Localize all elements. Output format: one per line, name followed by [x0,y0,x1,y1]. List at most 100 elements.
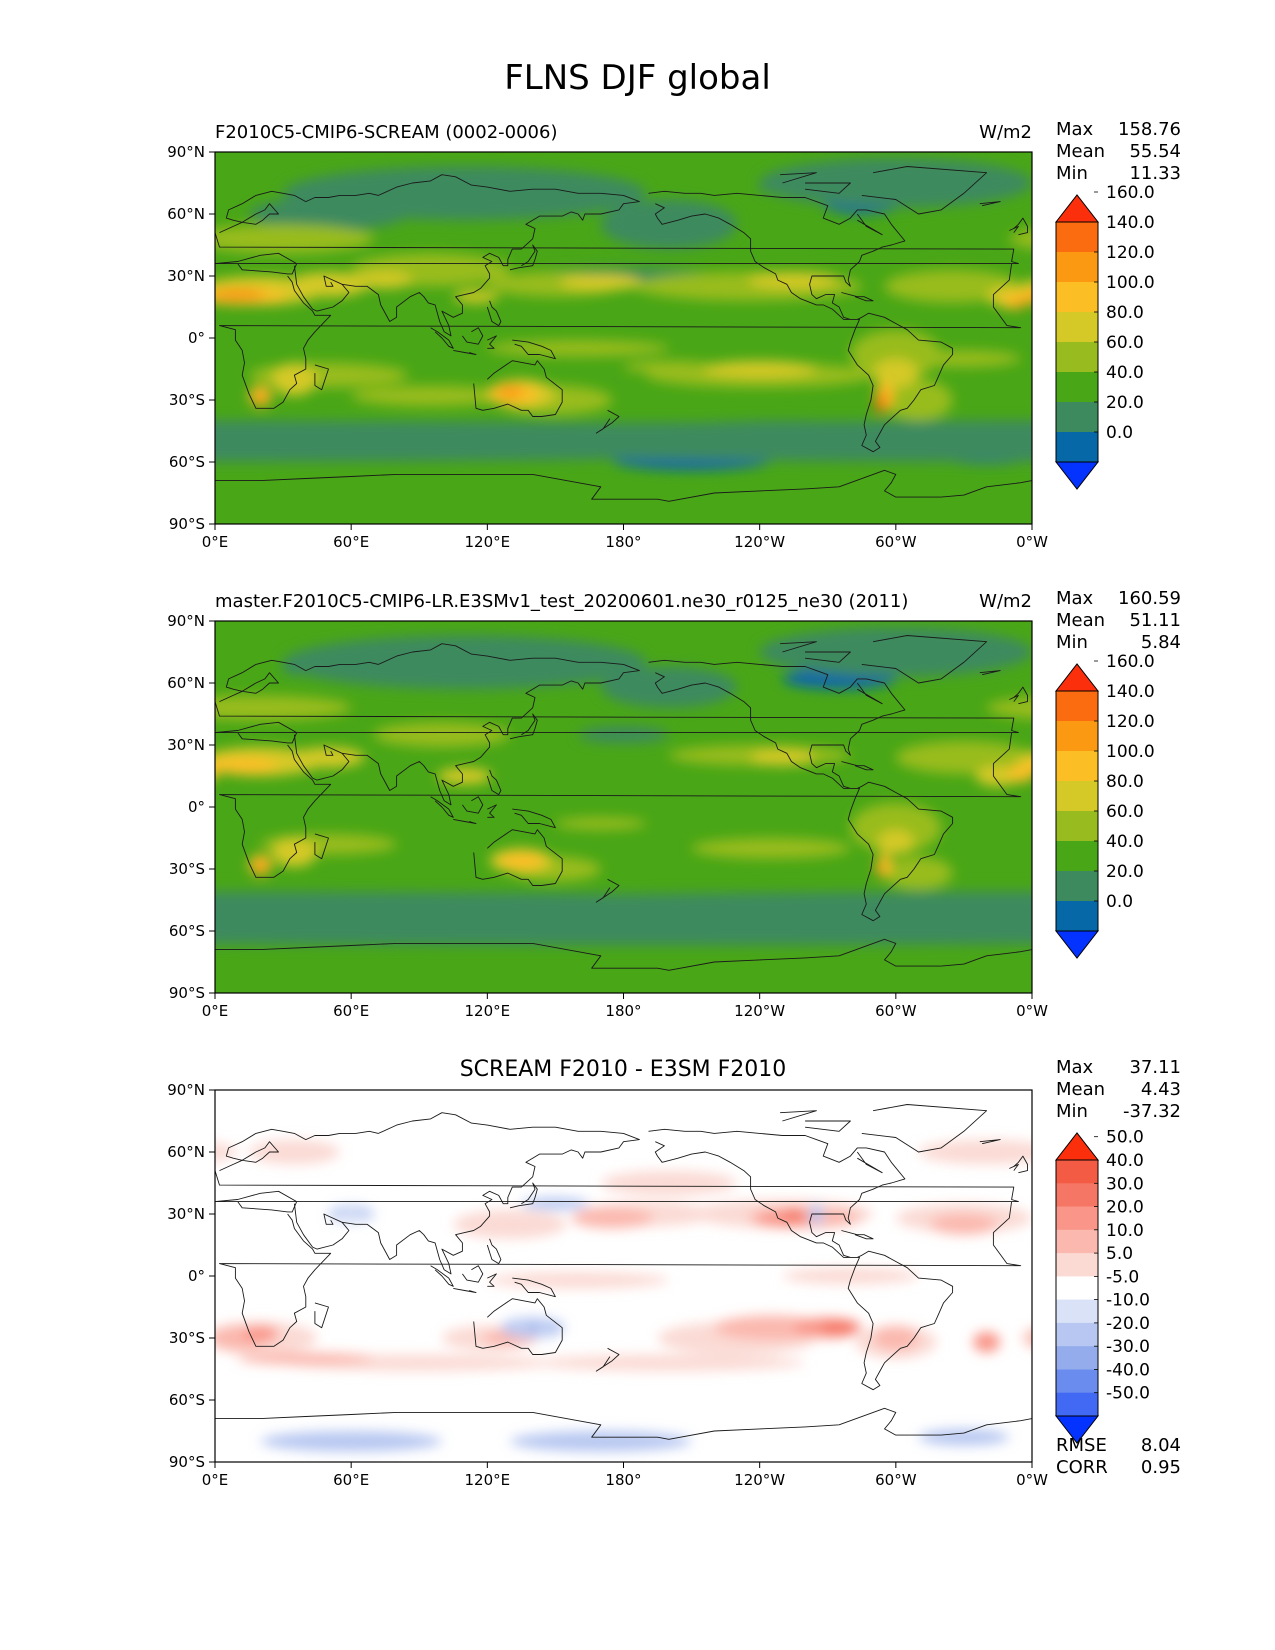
colorbar-segment [1056,1346,1098,1370]
lat-tick-label: 60°S [169,922,205,940]
colorbar-tick-label: 120.0 [1106,243,1155,263]
coastline [487,1273,497,1287]
lon-tick-label: 120°E [465,1002,511,1020]
field-contour-region [850,329,942,380]
colorbar-tick-label: 0.0 [1106,423,1133,443]
max-label: Max [1056,1057,1094,1078]
field-contour-region [750,749,815,766]
coastline [512,808,556,829]
max-label: Max [1056,119,1094,140]
colorbar-segment [1056,721,1098,752]
coastline [861,1104,988,1153]
coastline [861,635,988,684]
field-contour-region [600,1170,737,1196]
lat-tick-label: 0° [188,329,205,347]
field-contour-region [1020,1328,1032,1348]
field-contour-region [292,747,365,768]
panel-units-test: W/m2 [979,122,1032,143]
coastline [314,833,329,860]
colorbar-segment [1056,282,1098,313]
lon-tick-label: 60°W [875,1002,917,1020]
mean-value: 55.54 [1129,141,1181,162]
coastline [453,349,477,355]
corr-label: CORR [1056,1457,1108,1478]
coastline [856,682,883,705]
coastline [979,1139,1001,1145]
coastline [805,182,851,194]
field-contour-region [759,627,1032,677]
panel-title-test: F2010C5-CMIP6-SCREAM (0002-0006) [215,122,557,143]
field-contour-region [1027,1331,1032,1345]
field-contour-region [237,1352,374,1365]
lon-tick-label: 180° [605,1471,641,1489]
coastline [595,1347,620,1372]
min-label: Min [1056,1101,1088,1122]
colorbar-tick-label: 60.0 [1106,802,1144,822]
colorbar-tick-label: 140.0 [1106,213,1155,233]
field-contour-region [850,802,942,853]
figure-title: FLNS DJF global [504,58,771,98]
colorbar-tick-label: 80.0 [1106,303,1144,323]
panel-title-reference: master.F2010C5-CMIP6-LR.E3SMv1_test_2020… [215,591,908,612]
coastline [856,213,883,236]
field-contour-region [358,271,413,289]
field-contour-region [249,197,408,231]
colorbar-reference: 0.0 20.0 40.0 60.0 80.0 100.0 120.0 140.0 160.0 [1054,652,1155,959]
field-contour-region [271,362,318,396]
lon-tick-label: 180° [605,533,641,551]
lon-tick-label: 60°E [333,533,369,551]
lon-tick-label: 180° [605,1002,641,1020]
field-contour-region [782,1267,919,1285]
panel-units-reference: W/m2 [979,591,1032,612]
colorbar-segment [1056,751,1098,782]
colorbar-extend-max [1054,663,1100,692]
coastline [215,701,1019,744]
coastline [595,409,620,434]
field-contour-region [215,424,624,446]
colorbar-tick-label: 0.0 [1106,892,1133,912]
colorbar-segment [1056,1369,1098,1394]
lon-tick-label: 120°E [465,533,511,551]
max-label: Max [1056,588,1094,609]
rmse-label: RMSE [1056,1435,1107,1456]
coastline [453,1287,477,1293]
field-contour-region [1007,765,1032,783]
min-value: 5.84 [1141,632,1181,653]
map-panel-reference: master.F2010C5-CMIP6-LR.E3SMv1_test_2020… [167,591,1048,1020]
side-panel-test: Max 158.76 Mean 55.54 Min 11.33 0.0 20.0 4… [1054,119,1181,490]
coastline [648,1128,954,1391]
coastline [430,327,454,349]
coastline [1009,694,1019,702]
lat-tick-label: 30°N [167,736,205,754]
mean-label: Mean [1056,610,1105,631]
coastline [430,796,454,818]
colorbar-tick-label: -20.0 [1106,1314,1150,1334]
coastlines [215,1104,1032,1440]
coastline [215,1407,1032,1440]
min-label: Min [1056,163,1088,184]
field-contour-region [873,1325,919,1351]
field-contour-region [884,856,953,890]
max-value: 37.11 [1129,1057,1181,1078]
coastline [1009,1163,1019,1171]
coastline [486,1238,502,1265]
lon-tick-label: 120°W [734,1471,785,1489]
coastline [473,360,563,417]
lat-tick-label: 90°N [167,1081,205,1099]
coastlines [215,635,1032,971]
lon-tick-label: 60°E [333,1002,369,1020]
coastline [462,327,484,345]
min-label: Min [1056,632,1088,653]
colorbar-tick-label: 20.0 [1106,393,1144,413]
lon-tick-label: 0°W [1016,1471,1048,1489]
field-contour-region [1027,291,1032,299]
side-panel-difference: Max 37.11 Mean 4.43 Min -37.32 -50.0 -40.… [1054,1057,1181,1478]
field-contour-region [215,1142,238,1162]
field-contour-region [249,1139,340,1165]
coastline [512,1277,556,1298]
field-contour-region [496,385,524,398]
colorbar-extend-min [1054,461,1100,490]
colorbar-tick-label: 140.0 [1106,682,1155,702]
field-contour-region [668,420,896,438]
